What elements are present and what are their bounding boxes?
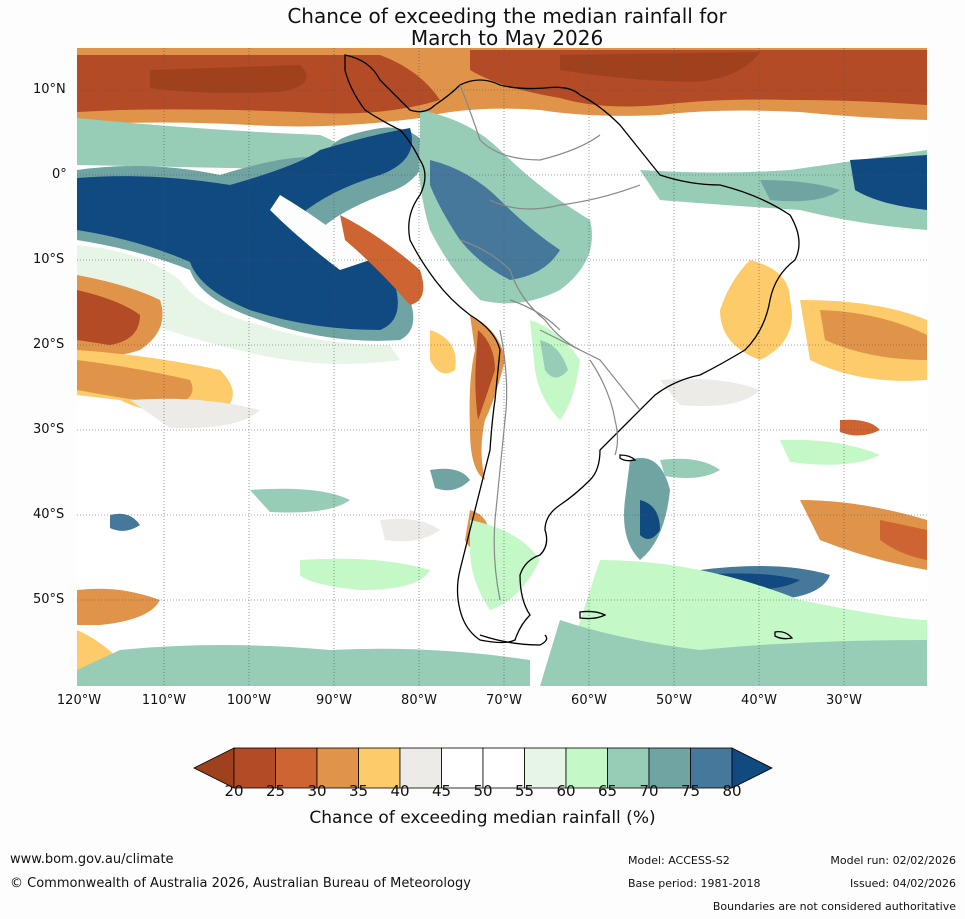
model-run-date: Model run: 02/02/2026: [830, 854, 956, 867]
lon-label-80w: 80°W: [401, 693, 437, 708]
boundaries-note: Boundaries are not considered authoritat…: [712, 900, 956, 913]
colorbar-tick: 80: [722, 782, 742, 800]
colorbar-tick: 70: [639, 782, 659, 800]
lat-label-40s: 40°S: [33, 507, 65, 522]
bom-url-link[interactable]: www.bom.gov.au/climate: [10, 852, 174, 867]
colorbar-tick: 50: [473, 782, 493, 800]
model-name: Model: ACCESS-S2: [628, 854, 730, 867]
colorbar-tick: 55: [514, 782, 535, 800]
colorbar-tick: 75: [680, 782, 701, 800]
lon-label-100w: 100°W: [226, 693, 272, 708]
lon-label-70w: 70°W: [486, 693, 522, 708]
base-period: Base period: 1981-2018: [628, 877, 761, 890]
lat-label-0: 0°: [52, 167, 67, 182]
issued-date: Issued: 04/02/2026: [849, 877, 956, 890]
lat-label-10s: 10°S: [33, 252, 65, 267]
lon-label-50w: 50°W: [656, 693, 692, 708]
lon-label-120w: 120°W: [56, 693, 102, 708]
colorbar: [193, 747, 773, 789]
lat-label-20s: 20°S: [33, 337, 65, 352]
coastlines: [344, 54, 800, 646]
lat-label-10n: 10°N: [33, 82, 66, 97]
colorbar-tick: 45: [431, 782, 452, 800]
colorbar-label: Chance of exceeding median rainfall (%): [309, 808, 656, 828]
map-title-line2: March to May 2026: [410, 26, 604, 50]
graticule: [77, 48, 927, 686]
copyright-text: © Commonwealth of Australia 2026, Austra…: [10, 876, 471, 891]
colorbar-tick: 40: [390, 782, 410, 800]
colorbar-tick: 35: [348, 782, 369, 800]
map-title-line1: Chance of exceeding the median rainfall …: [287, 4, 727, 28]
lat-label-30s: 30°S: [33, 422, 65, 437]
lon-label-110w: 110°W: [141, 693, 187, 708]
probability-fields: [77, 48, 927, 686]
country-borders: [459, 84, 641, 601]
colorbar-tick: 60: [556, 782, 576, 800]
colorbar-tick: 30: [307, 782, 327, 800]
lon-label-40w: 40°W: [741, 693, 777, 708]
lat-label-50s: 50°S: [33, 592, 65, 607]
lon-label-90w: 90°W: [316, 693, 352, 708]
colorbar-tick: 65: [597, 782, 618, 800]
colorbar-tick: 20: [224, 782, 244, 800]
lon-label-60w: 60°W: [571, 693, 607, 708]
lon-label-30w: 30°W: [826, 693, 862, 708]
colorbar-tick: 25: [265, 782, 286, 800]
